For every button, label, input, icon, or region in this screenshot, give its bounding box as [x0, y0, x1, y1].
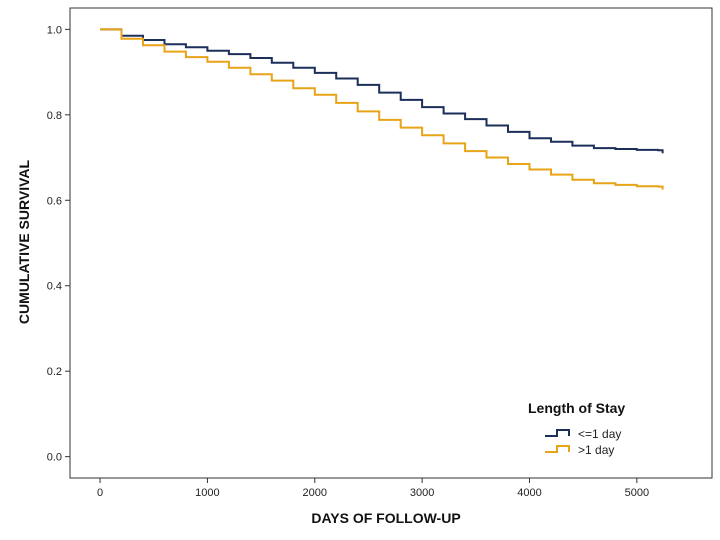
y-tick-label: 0.0 — [47, 452, 62, 464]
plot-frame — [69, 7, 713, 479]
x-axis-title: DAYS OF FOLLOW-UP — [311, 510, 460, 526]
x-tick-label: 4000 — [517, 487, 541, 499]
y-tick-label: 0.8 — [47, 110, 62, 122]
x-tick-label: 3000 — [410, 487, 434, 499]
legend-swatch — [545, 445, 570, 453]
y-tick-label: 0.4 — [47, 281, 62, 293]
x-tick-label: 5000 — [625, 487, 649, 499]
x-axis: 0 1000 2000 3000 4000 5000 — [97, 478, 649, 499]
x-tick-label: 2000 — [303, 487, 327, 499]
y-axis-title: CUMULATIVE SURVIVAL — [16, 159, 32, 324]
legend: Length of Stay <=1 day >1 day — [528, 400, 625, 457]
y-tick-label: 0.2 — [47, 366, 62, 378]
legend-swatch — [545, 429, 570, 437]
x-tick-label: 0 — [97, 487, 103, 499]
legend-item: >1 day — [545, 443, 614, 457]
y-tick-label: 0.6 — [47, 195, 62, 207]
legend-item: <=1 day — [545, 427, 621, 441]
series-layer — [100, 28, 664, 190]
series-line-1 — [100, 28, 664, 190]
legend-title: Length of Stay — [528, 400, 625, 416]
legend-label: <=1 day — [578, 427, 621, 441]
x-tick-label: 1000 — [195, 487, 219, 499]
legend-label: >1 day — [578, 443, 614, 457]
y-tick-label: 1.0 — [47, 24, 62, 36]
series-line-0 — [100, 28, 664, 154]
y-axis: 0.0 0.2 0.4 0.6 0.8 1.0 — [47, 24, 70, 464]
